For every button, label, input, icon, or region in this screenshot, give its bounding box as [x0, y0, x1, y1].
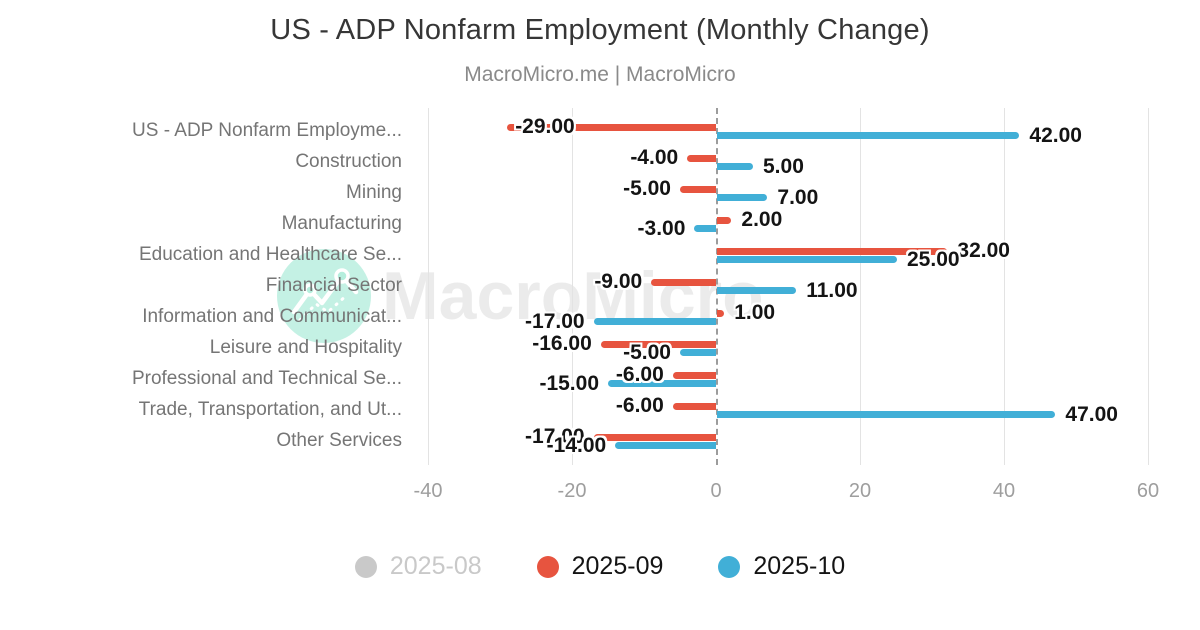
legend-label: 2025-09: [571, 552, 664, 580]
category-label: Professional and Technical Se...: [131, 368, 402, 390]
value-label: 5.00: [763, 154, 804, 178]
gridline: [860, 108, 861, 465]
legend-label: 2025-08: [389, 552, 482, 580]
bar-2025-09[interactable]: [651, 278, 716, 286]
value-label: 25.00: [907, 247, 960, 271]
value-label: -5.00: [623, 340, 671, 364]
value-label: -14.00: [546, 433, 607, 457]
bar-2025-09[interactable]: [672, 402, 716, 410]
value-label: 42.00: [1029, 123, 1082, 147]
bar-2025-09[interactable]: [507, 123, 716, 131]
bar-2025-10[interactable]: [608, 380, 716, 387]
legend-label: 2025-10: [753, 552, 846, 580]
bar-2025-09[interactable]: [672, 371, 716, 379]
legend-item-2025-08[interactable]: 2025-08: [354, 552, 482, 581]
bar-2025-09[interactable]: [600, 340, 716, 348]
value-label: -15.00: [539, 371, 599, 395]
x-tick-label: 0: [710, 480, 722, 502]
bar-2025-10[interactable]: [593, 318, 716, 325]
value-label: -9.00: [594, 270, 643, 293]
category-label: Manufacturing: [281, 213, 402, 235]
bar-2025-10[interactable]: [717, 163, 753, 170]
legend-marker-icon: [536, 555, 559, 578]
value-label: -16.00: [532, 332, 592, 355]
zero-gridline: [716, 108, 718, 465]
value-label: -3.00: [637, 216, 686, 240]
category-label: Trade, Transportation, and Ut...: [138, 399, 402, 421]
bar-2025-10[interactable]: [717, 287, 797, 294]
value-label: 7.00: [777, 185, 819, 209]
gridline: [1148, 108, 1149, 465]
gridline: [428, 108, 429, 465]
gridline: [572, 108, 573, 465]
value-label: 1.00: [734, 301, 776, 324]
value-label: -5.00: [623, 177, 671, 200]
bar-2025-10[interactable]: [717, 256, 897, 263]
value-label: 11.00: [806, 278, 858, 302]
value-label: -17.00: [525, 425, 585, 448]
chart-title: US - ADP Nonfarm Employment (Monthly Cha…: [270, 14, 930, 46]
bar-2025-09[interactable]: [593, 433, 716, 441]
bar-2025-09[interactable]: [680, 185, 716, 193]
bar-2025-10[interactable]: [680, 349, 716, 356]
category-label: Other Services: [276, 430, 402, 452]
value-label: -29.00: [515, 115, 575, 138]
x-tick-label: 20: [848, 480, 872, 502]
bar-2025-09[interactable]: [717, 309, 725, 317]
legend-marker-icon: [718, 555, 741, 578]
x-tick-label: -40: [413, 480, 443, 502]
bar-2025-09[interactable]: [687, 154, 716, 162]
value-label: -17.00: [525, 309, 585, 333]
legend: 2025-08 2025-09 2025-10: [0, 552, 1200, 581]
chart-subtitle: MacroMicro.me | MacroMicro: [464, 63, 736, 86]
bar-2025-10[interactable]: [717, 411, 1056, 418]
legend-marker-icon: [354, 555, 377, 578]
category-label: Education and Healthcare Se...: [138, 244, 402, 266]
category-label: US - ADP Nonfarm Employme...: [132, 120, 402, 142]
gridline: [1004, 108, 1005, 465]
category-label: Financial Sector: [265, 275, 402, 297]
bar-2025-09[interactable]: [717, 247, 948, 255]
bar-2025-10[interactable]: [615, 442, 716, 449]
value-label: -4.00: [630, 146, 679, 169]
x-tick-label: -20: [557, 480, 587, 502]
bar-2025-10[interactable]: [694, 225, 716, 232]
macromicro-logo-icon: [277, 249, 371, 343]
category-label: Information and Communicat...: [142, 306, 402, 328]
x-tick-label: 60: [1136, 480, 1160, 502]
value-label: -6.00: [615, 394, 664, 417]
category-label: Leisure and Hospitality: [209, 337, 402, 359]
category-label: Construction: [295, 151, 402, 173]
value-label: 32.00: [957, 239, 1010, 262]
value-label: 47.00: [1065, 402, 1118, 426]
category-label: Mining: [346, 182, 402, 204]
bar-2025-09[interactable]: [717, 216, 732, 224]
value-label: 2.00: [741, 208, 783, 231]
x-tick-label: 40: [992, 480, 1016, 502]
legend-item-2025-10[interactable]: 2025-10: [718, 552, 845, 581]
bar-2025-10[interactable]: [717, 194, 768, 201]
legend-item-2025-09[interactable]: 2025-09: [536, 552, 664, 581]
value-label: -6.00: [615, 363, 664, 386]
bar-2025-10[interactable]: [717, 132, 1020, 139]
